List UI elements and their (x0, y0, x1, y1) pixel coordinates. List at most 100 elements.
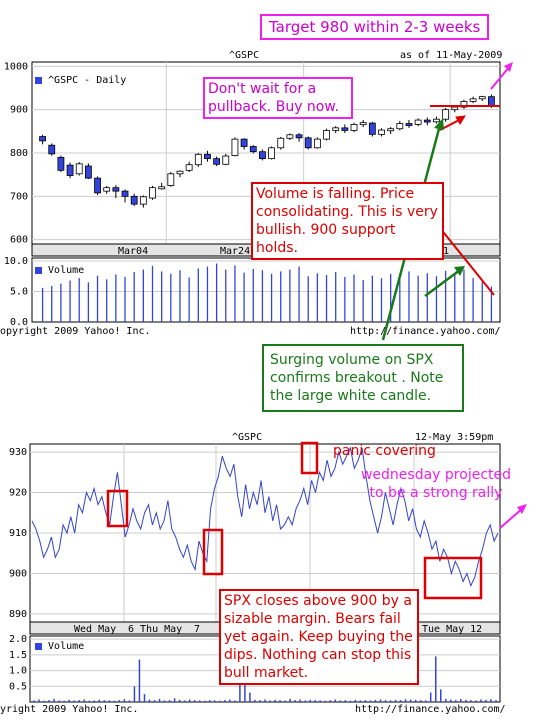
top-chart-title: ^GSPC (229, 50, 260, 61)
candle-body (84, 165, 92, 179)
candle-body (149, 187, 156, 199)
surging-volume-annotation: Surging volume on SPX confirms breakout … (262, 344, 464, 412)
candle-body (304, 137, 312, 149)
wednesday-annotation: wednesday projected to be a strong rally (360, 467, 512, 501)
candle-body (433, 118, 440, 123)
candle-body (423, 119, 431, 123)
top-volume-legend: Volume (35, 265, 84, 276)
volume-y-tick-label: 0.0 (10, 317, 28, 328)
bottom-credit-left: yright 2009 Yahoo! Inc. (0, 704, 139, 715)
top-credit-left: opyright 2009 Yahoo! Inc. (0, 326, 151, 337)
candle-body (39, 136, 46, 142)
bottom-volume-tick-label: 2.0 (9, 634, 27, 645)
candle-body (368, 122, 376, 135)
candle-body (478, 96, 486, 100)
candle-body (121, 190, 129, 197)
candle-body (295, 134, 303, 139)
candle-body (451, 106, 459, 111)
candle-body (231, 138, 239, 156)
top-legend-label: ^GSPC - Daily (48, 75, 127, 86)
volume-y-tick-label: 5.0 (10, 287, 28, 298)
bottom-y-tick-label: 900 (9, 568, 27, 579)
top-legend: ^GSPC - Daily (35, 75, 126, 86)
candle-body (103, 187, 111, 192)
top-x-tick-label: Mar04 (118, 246, 148, 257)
candle-body (259, 151, 266, 160)
highlight-box (423, 556, 483, 600)
top-credit-right: http://finance.yahoo.com/ (350, 326, 501, 337)
top-volume-frame (31, 257, 501, 323)
candle-body (57, 156, 65, 171)
candle-body (130, 195, 138, 205)
red-line-to-volume (439, 227, 495, 296)
legend-swatch-icon (35, 76, 42, 84)
bottom-x-tick-label: Tue May 12 (422, 624, 482, 635)
magenta-arrow-bottom-head (517, 504, 527, 514)
bottom-volume-label: Volume (48, 641, 85, 652)
bottom-chart-date: 12-May 3:59pm (415, 432, 494, 443)
candle-body (442, 109, 450, 120)
candle-body (204, 153, 211, 160)
candle-body (66, 164, 74, 176)
panic-covering-annotation: panic covering (333, 443, 436, 459)
magenta-arrow-bottom (499, 507, 524, 529)
red-arrow-top-head (455, 115, 466, 125)
candle-body (176, 170, 184, 175)
candle-body (414, 119, 422, 125)
bottom-y-tick-label: 910 (9, 528, 27, 539)
green-arrow-volume (424, 268, 461, 298)
magenta-arrow-top (490, 65, 511, 90)
candle-body (277, 137, 285, 149)
top-y-tick-label: 900 (10, 105, 28, 116)
candle-body (341, 127, 349, 131)
candle-body (488, 96, 495, 107)
candle-body (48, 144, 56, 155)
candle-body (387, 128, 395, 132)
candle-body (469, 98, 477, 102)
target-annotation: Target 980 within 2-3 weeks (260, 14, 490, 40)
candle-body (460, 101, 468, 108)
top-y-tick-label: 1000 (4, 61, 28, 72)
bottom-y-tick-label: 930 (9, 447, 27, 458)
candle-body (359, 122, 367, 126)
candle-body (158, 186, 166, 190)
candle-body (268, 147, 275, 160)
candle-body (213, 158, 221, 165)
bottom-x-tick-label: Wed May (74, 624, 116, 635)
candle-body (378, 129, 385, 135)
candle-body (139, 196, 147, 205)
highlight-box (106, 489, 129, 528)
candle-body (396, 123, 404, 130)
pullback-annotation: Don't wait for a pullback. Buy now. (203, 77, 353, 119)
volume-y-tick-label: 10.0 (4, 256, 28, 267)
bottom-volume-tick-label: 0.5 (9, 681, 27, 692)
candle-body (313, 138, 321, 149)
bottom-chart-title: ^GSPC (232, 432, 263, 443)
bottom-volume-swatch-icon (35, 642, 42, 650)
candle-body (75, 163, 83, 175)
candle-body (167, 173, 175, 186)
volume-falling-annotation: Volume is falling. Price consolidating. … (251, 182, 444, 260)
green-arrow-long-head (434, 118, 444, 130)
candle-body (185, 164, 193, 171)
candle-body (94, 177, 101, 194)
magenta-arrow-top-head (504, 62, 513, 72)
top-y-tick-label: 800 (10, 148, 28, 159)
highlight-box (202, 528, 224, 576)
candle-body (194, 153, 202, 166)
top-chart-date: as of 11-May-2009 (400, 50, 503, 61)
candle-body (332, 127, 340, 131)
highlight-box (300, 441, 319, 475)
closes-above-annotation: SPX closes above 900 by a sizable margin… (219, 589, 419, 685)
candle-body (222, 155, 230, 165)
candle-body (323, 130, 330, 140)
candle-body (249, 146, 257, 153)
bottom-x-tick-label: 7 (194, 624, 200, 635)
bottom-volume-legend: Volume (35, 641, 84, 652)
bottom-line-chart: 930 920 910 900 890 Wed May 6 Thu May 7 Tue May … (9, 441, 501, 703)
bottom-volume-tick-label: 1.0 (9, 666, 27, 677)
bottom-volume-tick-label: 1.5 (9, 650, 27, 661)
top-volume-label: Volume (48, 265, 85, 276)
candle-body (405, 123, 413, 126)
candle-body (112, 187, 120, 192)
